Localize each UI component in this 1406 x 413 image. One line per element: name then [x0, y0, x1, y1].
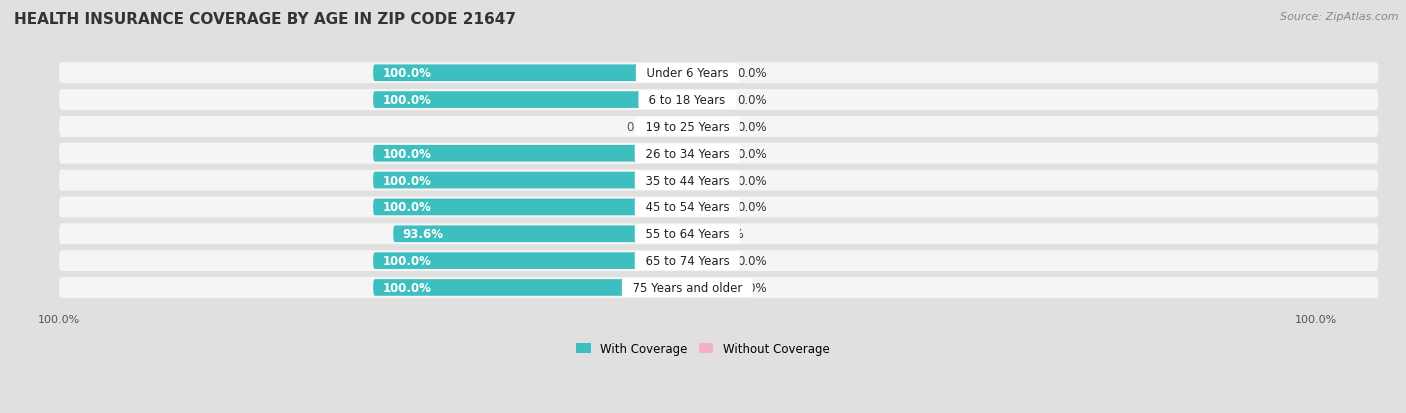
- Text: 100.0%: 100.0%: [382, 254, 432, 268]
- FancyBboxPatch shape: [59, 116, 1378, 138]
- FancyBboxPatch shape: [59, 224, 1378, 244]
- FancyBboxPatch shape: [373, 172, 688, 189]
- Text: 26 to 34 Years: 26 to 34 Years: [638, 147, 737, 160]
- FancyBboxPatch shape: [59, 90, 1378, 111]
- Text: 0.0%: 0.0%: [738, 121, 768, 133]
- Text: 0.0%: 0.0%: [626, 121, 655, 133]
- FancyBboxPatch shape: [59, 277, 1378, 298]
- Text: 0.0%: 0.0%: [738, 201, 768, 214]
- Text: 0.0%: 0.0%: [738, 174, 768, 187]
- Text: 0.0%: 0.0%: [738, 254, 768, 268]
- Text: 35 to 44 Years: 35 to 44 Years: [638, 174, 737, 187]
- FancyBboxPatch shape: [373, 280, 688, 296]
- Text: 6 to 18 Years: 6 to 18 Years: [641, 94, 733, 107]
- Legend: With Coverage, Without Coverage: With Coverage, Without Coverage: [572, 337, 834, 360]
- Text: 100.0%: 100.0%: [382, 147, 432, 160]
- Text: 0.0%: 0.0%: [738, 94, 768, 107]
- FancyBboxPatch shape: [688, 199, 731, 216]
- Text: 19 to 25 Years: 19 to 25 Years: [638, 121, 737, 133]
- Text: 100.0%: 100.0%: [382, 94, 432, 107]
- Text: 93.6%: 93.6%: [402, 228, 444, 241]
- FancyBboxPatch shape: [373, 199, 688, 216]
- Text: 100.0%: 100.0%: [382, 67, 432, 80]
- Text: 6.5%: 6.5%: [714, 228, 744, 241]
- FancyBboxPatch shape: [688, 280, 731, 296]
- Text: 0.0%: 0.0%: [738, 281, 768, 294]
- Text: Under 6 Years: Under 6 Years: [638, 67, 735, 80]
- FancyBboxPatch shape: [59, 170, 1378, 191]
- FancyBboxPatch shape: [688, 145, 731, 162]
- FancyBboxPatch shape: [688, 172, 731, 189]
- FancyBboxPatch shape: [688, 226, 707, 242]
- FancyBboxPatch shape: [394, 226, 688, 242]
- FancyBboxPatch shape: [59, 143, 1378, 164]
- Text: 100.0%: 100.0%: [382, 174, 432, 187]
- FancyBboxPatch shape: [59, 197, 1378, 218]
- FancyBboxPatch shape: [373, 65, 688, 82]
- FancyBboxPatch shape: [373, 145, 688, 162]
- Text: HEALTH INSURANCE COVERAGE BY AGE IN ZIP CODE 21647: HEALTH INSURANCE COVERAGE BY AGE IN ZIP …: [14, 12, 516, 27]
- Text: 65 to 74 Years: 65 to 74 Years: [638, 254, 737, 268]
- Text: 55 to 64 Years: 55 to 64 Years: [638, 228, 737, 241]
- FancyBboxPatch shape: [688, 119, 731, 135]
- Text: 100.0%: 100.0%: [382, 201, 432, 214]
- FancyBboxPatch shape: [688, 65, 731, 82]
- Text: 75 Years and older: 75 Years and older: [624, 281, 749, 294]
- Text: 100.0%: 100.0%: [382, 281, 432, 294]
- Text: Source: ZipAtlas.com: Source: ZipAtlas.com: [1281, 12, 1399, 22]
- Text: 0.0%: 0.0%: [738, 147, 768, 160]
- FancyBboxPatch shape: [59, 63, 1378, 84]
- FancyBboxPatch shape: [373, 92, 688, 109]
- FancyBboxPatch shape: [662, 119, 688, 135]
- FancyBboxPatch shape: [688, 253, 731, 269]
- Text: 45 to 54 Years: 45 to 54 Years: [638, 201, 737, 214]
- FancyBboxPatch shape: [688, 92, 731, 109]
- FancyBboxPatch shape: [373, 253, 688, 269]
- FancyBboxPatch shape: [59, 251, 1378, 271]
- Text: 0.0%: 0.0%: [738, 67, 768, 80]
